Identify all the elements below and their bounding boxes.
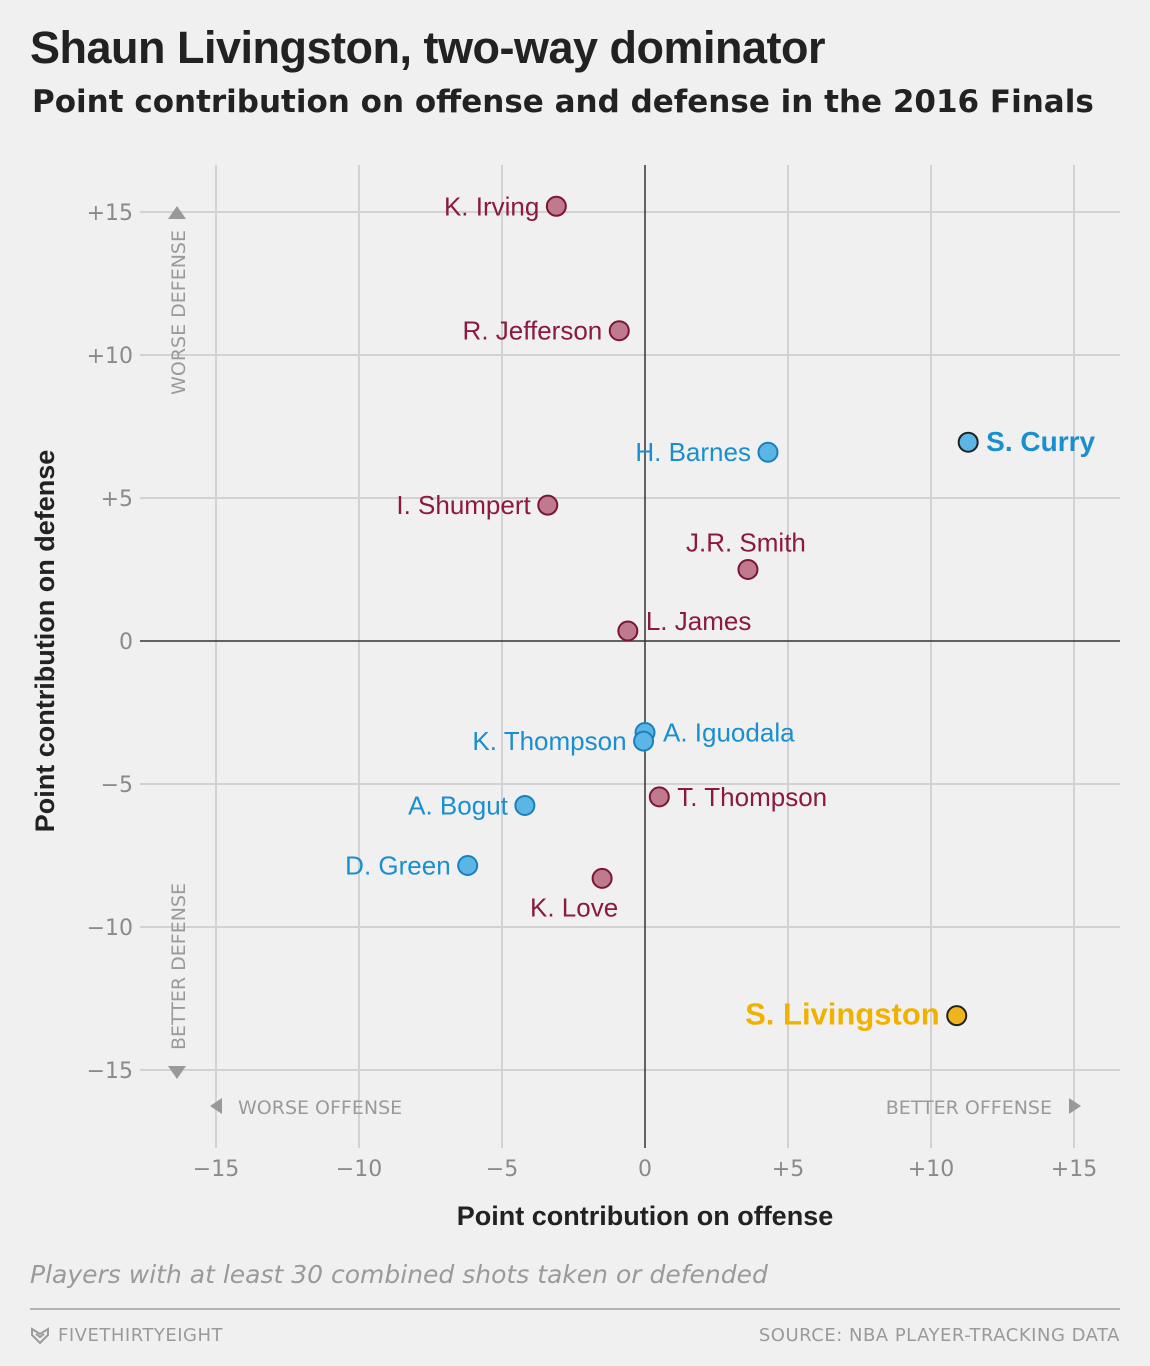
label-a-bogut: A. Bogut xyxy=(408,790,509,820)
marker-h-barnes xyxy=(757,441,779,463)
annotation-worse-offense: WORSE OFFENSE xyxy=(238,1097,402,1119)
marker-j-r-smith xyxy=(737,559,759,580)
brand-name: FIVETHIRTYEIGHT xyxy=(58,1325,224,1346)
y-tick-label: +10 xyxy=(87,344,133,369)
fivethirtyeight-logo-icon xyxy=(31,1326,49,1344)
x-tick-label: −10 xyxy=(336,1157,382,1182)
x-axis-label: Point contribution on offense xyxy=(457,1201,833,1231)
y-tick-label: −10 xyxy=(87,916,133,941)
label-k-love: K. Love xyxy=(530,892,618,922)
footer-divider xyxy=(30,1308,1120,1310)
x-tick-label: +15 xyxy=(1051,1157,1097,1182)
point-k-irving: K. Irving xyxy=(444,191,567,221)
point-l-james: L. James xyxy=(617,606,752,642)
marker-i-shumpert xyxy=(537,494,559,516)
annotation-worse-defense: WORSE DEFENSE xyxy=(168,230,190,395)
point-k-love: K. Love xyxy=(530,867,618,922)
label-d-green: D. Green xyxy=(345,851,451,881)
marker-k-love xyxy=(591,867,613,889)
chart-title: Shaun Livingston, two-way dominator xyxy=(30,22,826,73)
marker-l-james xyxy=(617,620,639,642)
point-k-thompson: K. Thompson xyxy=(472,726,655,756)
point-a-iguodala: A. Iguodala xyxy=(634,718,795,748)
chart-subtitle: Point contribution on offense and defens… xyxy=(32,84,1094,120)
x-tick-label: +5 xyxy=(772,1157,804,1182)
label-l-james: L. James xyxy=(646,606,752,636)
point-s-curry: S. Curry xyxy=(957,426,1096,457)
marker-a-bogut xyxy=(514,794,536,816)
y-tick-label: +15 xyxy=(87,201,133,226)
marker-s-curry xyxy=(957,431,979,453)
y-axis-label: Point contribution on defense xyxy=(30,450,60,832)
marker-k-thompson xyxy=(633,730,655,752)
marker-s-livingston xyxy=(946,1005,968,1027)
marker-k-irving xyxy=(545,195,567,217)
x-tick-label: 0 xyxy=(638,1157,652,1182)
label-a-iguodala: A. Iguodala xyxy=(663,718,795,748)
label-t-thompson: T. Thompson xyxy=(677,782,827,812)
point-j-r-smith: J.R. Smith xyxy=(686,528,806,580)
point-t-thompson: T. Thompson xyxy=(648,782,827,812)
label-j-r-smith: J.R. Smith xyxy=(686,528,806,558)
label-k-irving: K. Irving xyxy=(444,191,539,221)
down-arrow-icon xyxy=(168,1066,186,1079)
grid-lines xyxy=(140,165,1120,1148)
right-arrow-icon xyxy=(1069,1098,1081,1114)
label-i-shumpert: I. Shumpert xyxy=(396,490,531,520)
point-r-jefferson: R. Jefferson xyxy=(463,316,630,346)
y-tick-label: −5 xyxy=(101,773,133,798)
x-tick-label: −5 xyxy=(486,1157,518,1182)
label-h-barnes: H. Barnes xyxy=(635,437,751,467)
label-k-thompson: K. Thompson xyxy=(472,726,626,756)
label-r-jefferson: R. Jefferson xyxy=(463,316,603,346)
label-s-livingston: S. Livingston xyxy=(745,997,940,1032)
annotation-better-offense: BETTER OFFENSE xyxy=(886,1097,1052,1119)
y-tick-label: +5 xyxy=(101,487,133,512)
point-h-barnes: H. Barnes xyxy=(635,437,779,467)
marker-t-thompson xyxy=(648,786,670,808)
footnote: Players with at least 30 combined shots … xyxy=(30,1260,768,1289)
point-a-bogut: A. Bogut xyxy=(408,790,536,820)
data-points: K. Irving R. Jefferson H. Barnes S. Curry I.… xyxy=(345,191,1095,1031)
point-d-green: D. Green xyxy=(345,851,479,881)
annotation-better-defense: BETTER DEFENSE xyxy=(168,883,190,1050)
marker-r-jefferson xyxy=(608,320,630,342)
y-tick-label: 0 xyxy=(119,630,133,655)
point-i-shumpert: I. Shumpert xyxy=(396,490,559,520)
tick-labels: −15 −10 −5 0 +5 +10 +15 +15 +10 +5 0 −5 −10 −15 xyxy=(87,201,1098,1182)
source-note: SOURCE: NBA PLAYER-TRACKING DATA xyxy=(758,1325,1120,1346)
x-tick-label: +10 xyxy=(908,1157,954,1182)
x-tick-label: −15 xyxy=(193,1157,239,1182)
marker-d-green xyxy=(457,855,479,877)
point-s-livingston: S. Livingston xyxy=(745,997,968,1032)
label-s-curry: S. Curry xyxy=(986,426,1095,457)
up-arrow-icon xyxy=(168,206,186,219)
brand: FIVETHIRTYEIGHT xyxy=(30,1325,223,1346)
direction-annotations: WORSE DEFENSE BETTER DEFENSE WORSE OFFEN… xyxy=(168,206,1081,1119)
left-arrow-icon xyxy=(210,1098,222,1114)
zero-axes xyxy=(140,165,1120,1148)
scatter-chart: −15 −10 −5 0 +5 +10 +15 +15 +10 +5 0 −5 −10 −15 WORSE… xyxy=(30,165,1120,1231)
y-tick-label: −15 xyxy=(87,1059,133,1084)
